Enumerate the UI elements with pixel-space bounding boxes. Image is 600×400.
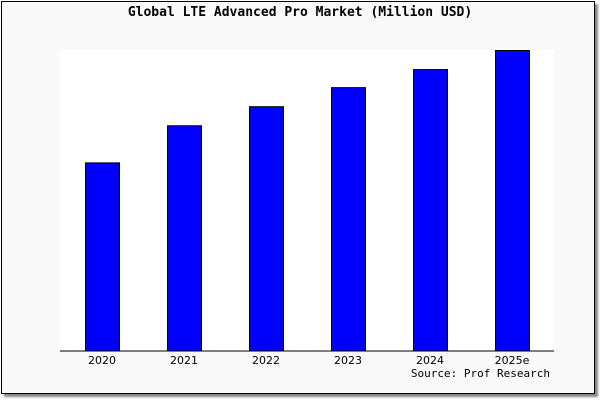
plot-area [60, 50, 554, 351]
chart-title: Global LTE Advanced Pro Market (Million … [127, 5, 473, 20]
x-tick-label: 2020 [88, 354, 116, 367]
x-tick-label: 2023 [334, 354, 362, 367]
bar-2023 [331, 87, 366, 352]
bar-2020 [85, 162, 120, 352]
x-tick-label: 2021 [170, 354, 198, 367]
x-tick-label: 2022 [252, 354, 280, 367]
source-note: Source: Prof Research [410, 367, 550, 380]
bar-2022 [249, 106, 284, 352]
x-tick-label: 2025e [495, 354, 530, 367]
bar-2024 [413, 69, 448, 352]
bar-2025e [495, 50, 530, 352]
x-tick-label: 2024 [416, 354, 444, 367]
bar-2021 [167, 125, 202, 352]
